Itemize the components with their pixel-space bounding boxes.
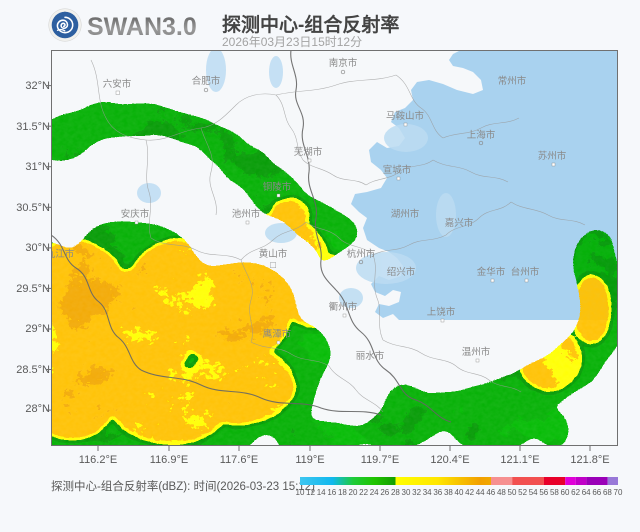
svg-text:68: 68 — [603, 488, 612, 497]
svg-text:34: 34 — [423, 488, 432, 497]
svg-text:44: 44 — [476, 488, 485, 497]
svg-text:54: 54 — [529, 488, 538, 497]
svg-text:16: 16 — [327, 488, 336, 497]
svg-text:60: 60 — [561, 488, 570, 497]
svg-text:10: 10 — [296, 488, 305, 497]
svg-text:64: 64 — [582, 488, 591, 497]
svg-text:20: 20 — [349, 488, 358, 497]
svg-text:12: 12 — [306, 488, 315, 497]
svg-text:28: 28 — [391, 488, 400, 497]
svg-text:42: 42 — [465, 488, 474, 497]
svg-text:62: 62 — [571, 488, 580, 497]
svg-text:56: 56 — [539, 488, 548, 497]
svg-text:32: 32 — [412, 488, 421, 497]
svg-text:52: 52 — [518, 488, 527, 497]
svg-text:24: 24 — [370, 488, 379, 497]
svg-text:66: 66 — [592, 488, 601, 497]
svg-text:22: 22 — [359, 488, 368, 497]
svg-text:46: 46 — [486, 488, 495, 497]
svg-text:38: 38 — [444, 488, 453, 497]
svg-text:40: 40 — [455, 488, 464, 497]
svg-text:50: 50 — [508, 488, 517, 497]
svg-text:30: 30 — [402, 488, 411, 497]
svg-text:14: 14 — [317, 488, 326, 497]
svg-text:36: 36 — [433, 488, 442, 497]
svg-text:70: 70 — [614, 488, 623, 497]
svg-text:18: 18 — [338, 488, 347, 497]
svg-text:48: 48 — [497, 488, 506, 497]
svg-text:26: 26 — [380, 488, 389, 497]
svg-text:58: 58 — [550, 488, 559, 497]
